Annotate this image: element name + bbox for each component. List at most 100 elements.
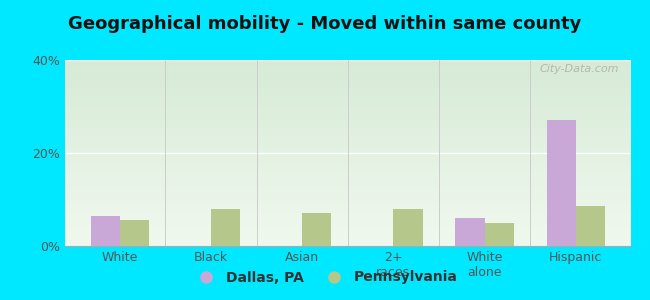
- Bar: [65, 236, 630, 237]
- Bar: [65, 63, 630, 64]
- Bar: [65, 139, 630, 140]
- Bar: [65, 209, 630, 210]
- Bar: [65, 92, 630, 94]
- Bar: [65, 210, 630, 211]
- Bar: [65, 153, 630, 154]
- Bar: [65, 110, 630, 111]
- Bar: [65, 76, 630, 77]
- Bar: [65, 146, 630, 147]
- Bar: [65, 97, 630, 98]
- Bar: [65, 221, 630, 222]
- Bar: [65, 226, 630, 227]
- Bar: [65, 71, 630, 72]
- Bar: [65, 105, 630, 106]
- Bar: [211, 209, 240, 246]
- Text: City-Data.com: City-Data.com: [540, 64, 619, 74]
- Bar: [65, 106, 630, 107]
- Bar: [65, 171, 630, 172]
- Bar: [65, 203, 630, 204]
- Bar: [65, 224, 630, 225]
- Bar: [65, 90, 630, 91]
- Bar: [65, 87, 630, 88]
- Bar: [65, 79, 630, 80]
- Bar: [456, 218, 484, 246]
- Bar: [65, 227, 630, 228]
- Legend: Dallas, PA, Pennsylvania: Dallas, PA, Pennsylvania: [187, 265, 463, 290]
- Bar: [65, 89, 630, 90]
- Bar: [65, 107, 630, 108]
- Bar: [65, 211, 630, 212]
- Bar: [65, 155, 630, 156]
- Bar: [65, 223, 630, 224]
- Bar: [65, 143, 630, 144]
- Bar: [65, 239, 630, 240]
- Bar: [65, 101, 630, 102]
- Bar: [65, 112, 630, 113]
- Bar: [65, 242, 630, 243]
- Bar: [65, 170, 630, 171]
- Bar: [65, 149, 630, 150]
- Bar: [65, 152, 630, 153]
- Bar: [65, 228, 630, 229]
- Bar: [65, 197, 630, 198]
- Bar: [65, 144, 630, 145]
- Bar: [65, 125, 630, 126]
- Bar: [65, 74, 630, 75]
- Bar: [65, 204, 630, 205]
- Bar: [65, 77, 630, 78]
- Bar: [65, 119, 630, 120]
- Bar: [65, 196, 630, 197]
- Bar: [65, 91, 630, 92]
- Bar: [65, 100, 630, 101]
- Bar: [65, 244, 630, 245]
- Bar: [65, 161, 630, 162]
- Bar: [65, 232, 630, 233]
- Bar: [65, 198, 630, 199]
- Bar: [65, 205, 630, 206]
- Bar: [65, 73, 630, 74]
- Bar: [65, 118, 630, 119]
- Bar: [65, 177, 630, 178]
- Bar: [65, 150, 630, 151]
- Bar: [65, 67, 630, 68]
- Bar: [65, 176, 630, 177]
- Bar: [65, 199, 630, 200]
- Bar: [65, 135, 630, 136]
- Bar: [65, 166, 630, 167]
- Bar: [65, 102, 630, 103]
- Bar: [65, 114, 630, 115]
- Bar: [65, 180, 630, 181]
- Bar: [65, 64, 630, 66]
- Bar: [65, 167, 630, 168]
- Bar: [120, 220, 149, 246]
- Bar: [65, 230, 630, 231]
- Bar: [65, 103, 630, 104]
- Bar: [65, 117, 630, 118]
- Bar: [65, 82, 630, 83]
- Bar: [65, 88, 630, 89]
- Bar: [65, 127, 630, 128]
- Bar: [90, 216, 120, 246]
- Bar: [65, 178, 630, 179]
- Bar: [65, 66, 630, 67]
- Bar: [65, 191, 630, 192]
- Bar: [65, 62, 630, 63]
- Bar: [65, 70, 630, 71]
- Bar: [65, 217, 630, 218]
- Bar: [65, 216, 630, 217]
- Bar: [65, 187, 630, 188]
- Bar: [65, 111, 630, 112]
- Bar: [65, 165, 630, 166]
- Bar: [576, 206, 605, 246]
- Bar: [65, 109, 630, 110]
- Bar: [65, 185, 630, 187]
- Bar: [65, 158, 630, 159]
- Bar: [65, 86, 630, 87]
- Bar: [65, 160, 630, 161]
- Bar: [65, 169, 630, 170]
- Bar: [65, 140, 630, 141]
- Bar: [65, 234, 630, 235]
- Bar: [65, 72, 630, 73]
- Bar: [65, 69, 630, 70]
- Bar: [65, 68, 630, 69]
